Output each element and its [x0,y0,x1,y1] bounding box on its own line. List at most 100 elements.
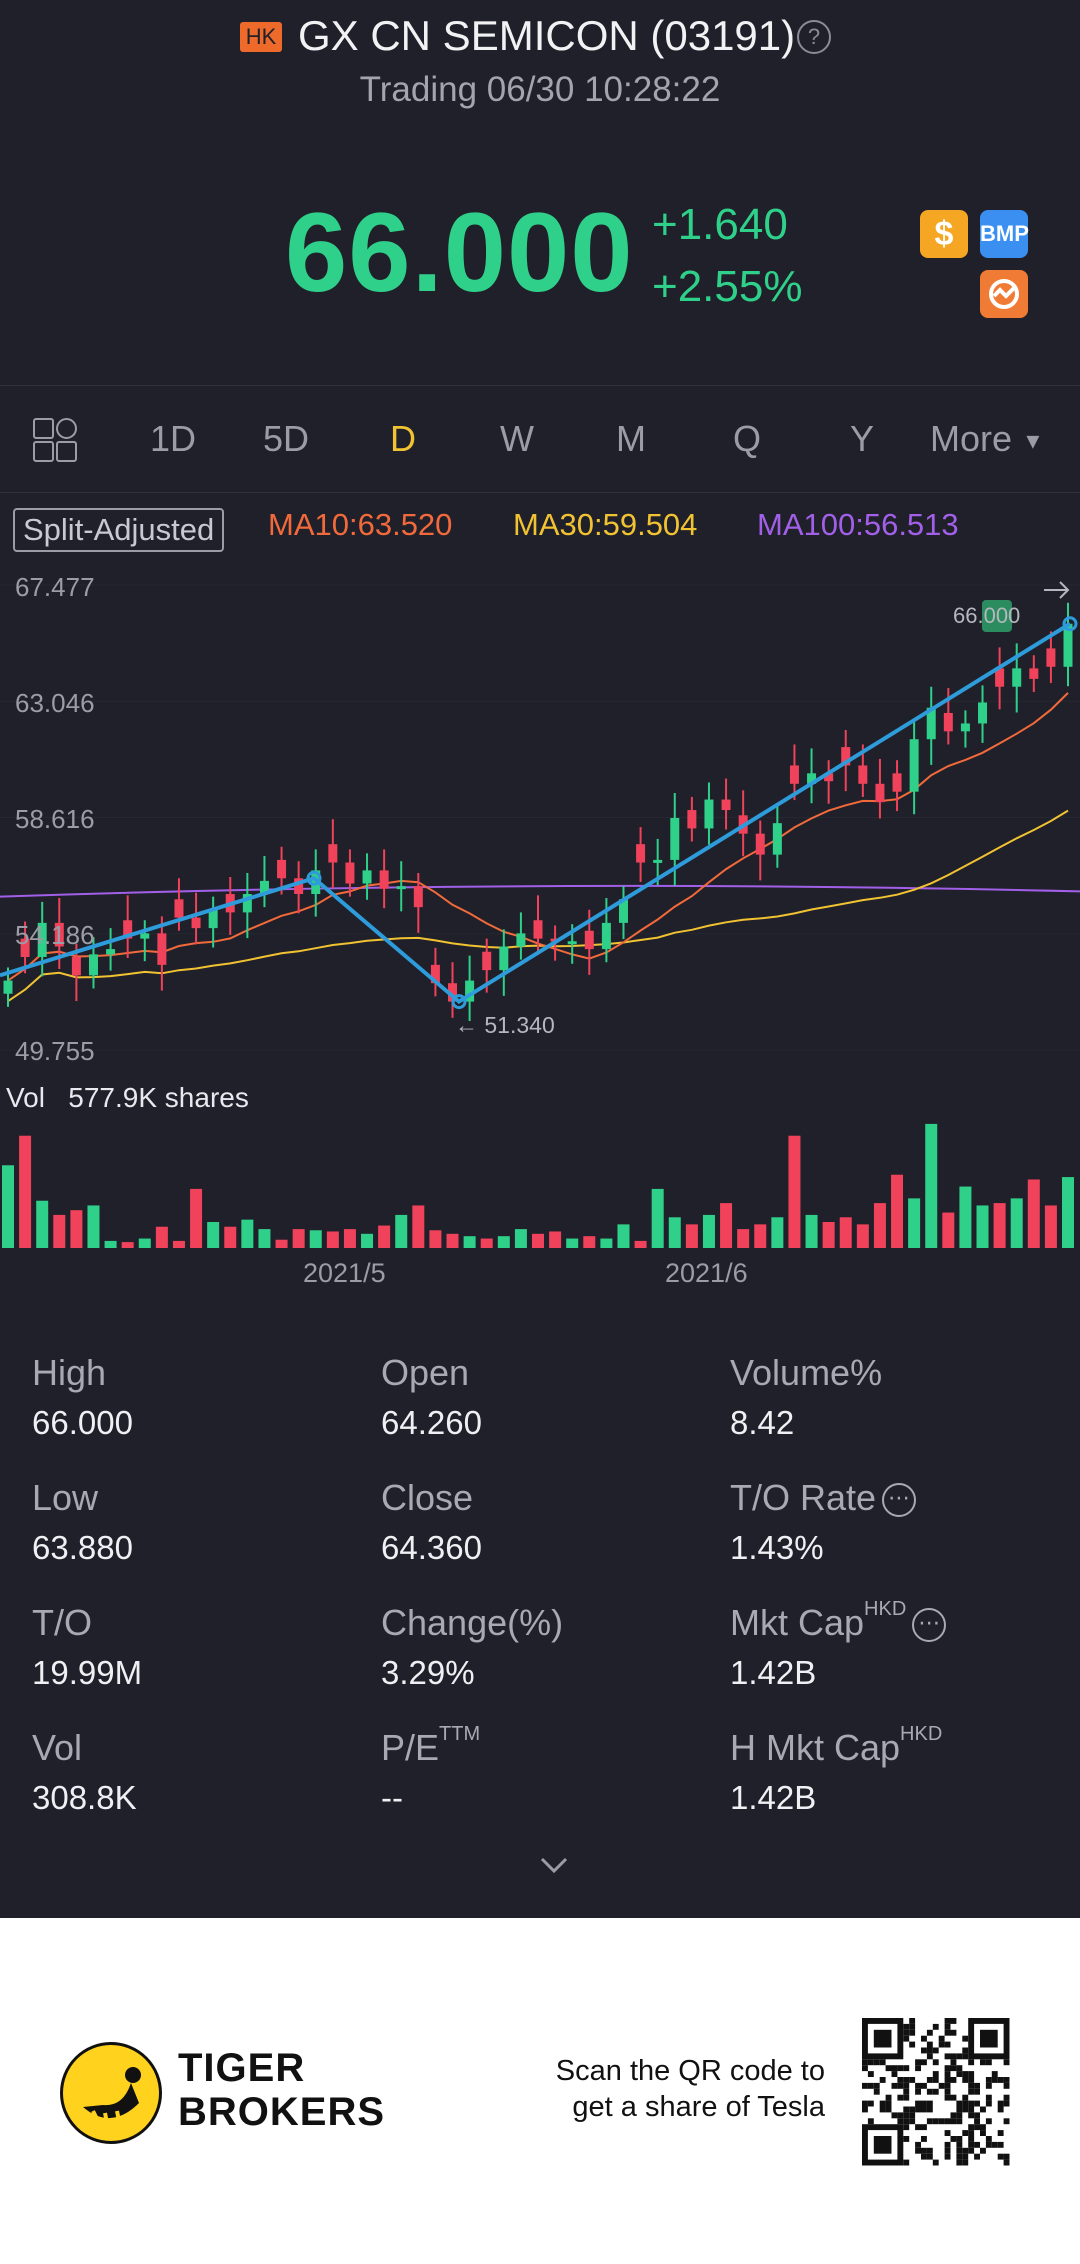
candle-body [670,817,680,860]
qr-module [885,2094,892,2101]
tab-d[interactable]: D [390,418,416,459]
volume-bar [326,1231,339,1248]
y-tick-label: 49.755 [15,1036,95,1066]
volume-bar [873,1203,886,1248]
qr-module [921,2100,927,2107]
volume-bar [1062,1177,1074,1248]
qr-module [980,2130,986,2136]
divider [0,492,1080,493]
volume-bar [514,1229,527,1248]
qr-module [944,2018,951,2024]
qr-module [974,2088,980,2095]
candlestick-chart[interactable] [0,560,1080,1060]
candle-body [687,810,697,829]
qr-module [885,2100,892,2107]
split-adjusted-toggle[interactable]: Split-Adjusted [13,508,225,552]
volume-bar [942,1212,955,1248]
qr-module [879,2077,886,2083]
volume-bar [651,1188,664,1248]
qr-caption: Scan the QR code to get a share of Tesla [520,2053,825,2125]
candle-body [482,951,492,971]
volume-bar [532,1233,544,1248]
volume-bar [839,1217,852,1248]
candle-body [824,773,834,782]
chevron-down-icon[interactable] [536,1850,572,1880]
tab-y[interactable]: Y [850,418,875,459]
qr-module [944,2141,951,2148]
y-tick-label: 63.046 [15,688,95,718]
stat-value-mkt-cap: 1.42B [730,1654,817,1691]
qr-module [903,2159,910,2166]
stat-label-high: High [32,1352,107,1393]
qr-module [997,2077,1004,2083]
qr-module [944,2029,951,2036]
dollar-icon[interactable]: $ [920,210,968,258]
qr-module [903,2088,910,2095]
price-change-percent: +2.55% [652,262,803,311]
candle-body [858,765,868,784]
qr-module [962,2153,969,2160]
tab-w[interactable]: W [500,418,534,459]
qr-module [867,2082,874,2089]
qr-module [968,2077,975,2083]
qr-module [926,2053,933,2060]
tab-more[interactable]: More ▼ [930,418,1044,460]
candle-body [174,899,184,918]
bmp-icon[interactable]: BMP [980,210,1029,258]
qr-module [915,2141,921,2148]
last-price: 66.000 [285,190,634,315]
volume-bar [70,1210,83,1248]
stat-label-mkt-cap: Mkt CapHKD⋯ [730,1598,947,1644]
qr-module [950,2053,957,2060]
stat-value-close: 64.360 [381,1529,482,1566]
volume-bar [856,1224,869,1248]
stock-title: GX CN SEMICON (03191) [298,12,796,59]
to-rate-text: T/O Rate [730,1477,877,1518]
candle-body [345,862,355,884]
shortable-icon[interactable] [980,270,1028,318]
more-info-icon[interactable]: ⋯ [882,1483,917,1518]
qr-module [991,2071,998,2077]
volume-bar [805,1214,818,1248]
qr-module [932,2077,939,2083]
divider [0,385,1080,386]
volume-bar [737,1229,750,1248]
stat-label-close: Close [381,1477,474,1518]
layout-grid-icon[interactable] [33,418,77,462]
volume-bar [292,1229,305,1248]
tab-m[interactable]: M [616,418,646,459]
candle-body [88,954,98,976]
volume-bar [309,1230,322,1248]
qr-module [956,2141,963,2148]
qr-module [903,2112,910,2119]
tab-5d[interactable]: 5D [263,418,310,459]
qr-module [915,2088,921,2095]
volume-chart[interactable] [0,1110,1080,1250]
low-annotation: ← 51.340 [455,1012,555,1038]
qr-module [897,2112,904,2119]
qr-module [968,2124,975,2131]
question-circle-icon[interactable]: ? [797,20,831,54]
volume-bar [822,1222,835,1248]
qr-module [873,2088,880,2095]
volume-bar [19,1135,32,1248]
qr-module [903,2094,910,2101]
qr-module [962,2035,969,2042]
candle-body [379,870,389,889]
candle-body [772,823,782,855]
qr-module [956,2053,963,2060]
tab-1d[interactable]: 1D [150,418,197,459]
volume-bar [788,1135,801,1248]
high-marker [982,600,1012,632]
candle-body [1063,623,1073,667]
qr-module [944,2071,951,2077]
qr-module [867,2059,874,2066]
promo-footer: TIGER BROKERS Scan the QR code to get a … [0,1918,1080,2264]
qr-module [1003,2100,1010,2107]
qr-module [921,2082,927,2089]
tab-q[interactable]: Q [733,418,762,459]
qr-module [867,2100,874,2107]
more-info-icon[interactable]: ⋯ [912,1608,947,1643]
qr-module [956,2106,963,2113]
candle-body [242,894,252,913]
